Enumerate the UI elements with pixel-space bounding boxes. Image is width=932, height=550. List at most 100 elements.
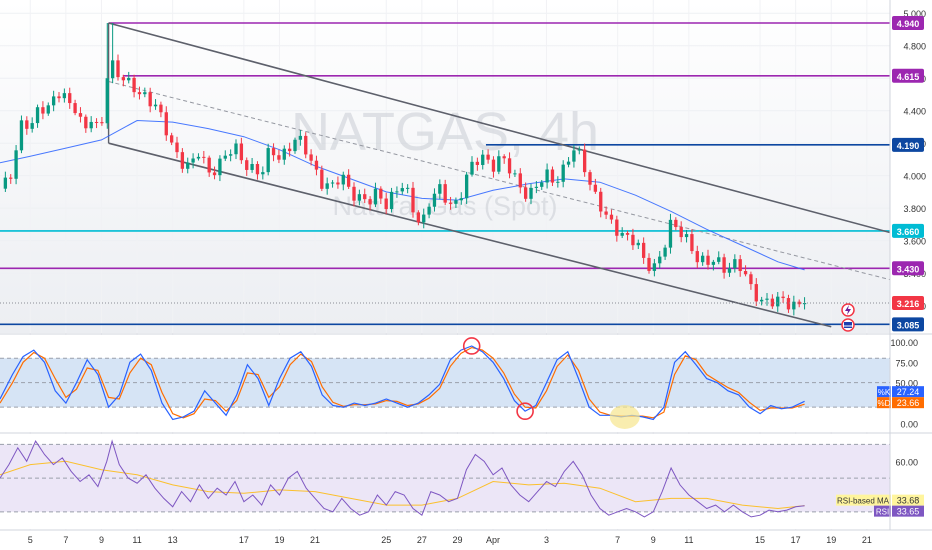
candle-body: [78, 113, 83, 117]
candle-body: [143, 92, 147, 95]
highlight-circle[interactable]: [516, 402, 534, 421]
time-tick-label: 15: [755, 535, 765, 545]
candle-body: [599, 191, 603, 212]
rsi-tick-label: 60.00: [895, 457, 918, 467]
candle-body: [486, 154, 490, 160]
rsi-value-label: 33.65: [897, 507, 920, 517]
candle-body: [507, 158, 512, 174]
time-tick-label: 13: [168, 535, 178, 545]
candle-body: [759, 299, 764, 302]
horizontal-levels[interactable]: [0, 22, 890, 326]
time-tick-label: 11: [132, 535, 141, 545]
candle-body: [84, 116, 88, 129]
rsi-pane[interactable]: 60.00 RSI-based MA 33.68 RSI 33.65: [0, 434, 924, 529]
rsi-axis[interactable]: 60.00 RSI-based MA 33.68 RSI 33.65: [836, 457, 924, 517]
candle-body: [389, 191, 394, 210]
candle-body: [127, 77, 131, 81]
candle-body: [325, 183, 329, 189]
candle-body: [218, 158, 222, 176]
d-value-label: 23.66: [897, 398, 920, 408]
level-price-badge: [892, 137, 924, 152]
rsi-ma-name-badge: [836, 494, 891, 506]
candle-body: [615, 219, 619, 236]
candle-body: [121, 77, 126, 81]
time-tick-label: 19: [826, 535, 836, 545]
candle-body: [282, 148, 286, 160]
stochastic-d-line: [0, 346, 805, 419]
candle-body: [400, 188, 404, 192]
candle-body: [438, 184, 442, 194]
candle-body: [556, 181, 560, 183]
candle-body: [427, 206, 431, 215]
k-name-label: %K: [878, 388, 891, 397]
candle-body: [540, 182, 544, 187]
channel-upper-line[interactable]: [108, 22, 891, 234]
stochastic-bands: [0, 357, 890, 408]
candle-body: [110, 60, 115, 79]
candle-body: [464, 174, 469, 199]
candle-body: [202, 156, 206, 158]
candle-body: [706, 255, 710, 265]
candle-body: [379, 188, 383, 199]
candle-body: [191, 158, 195, 163]
candle-body: [459, 198, 463, 201]
candle-body: [105, 78, 109, 124]
candle-body: [411, 187, 415, 213]
price-tick-label: 3.800: [903, 204, 926, 214]
price-tags: 4.940 4.615 4.190 3.660 3.430 3.085 3.216: [0, 15, 924, 332]
stochastic-annotations[interactable]: [462, 337, 640, 429]
time-tick-label: 9: [99, 535, 104, 545]
candle-body: [717, 257, 721, 262]
price-tick-label: 5.000: [903, 9, 926, 19]
candle-body: [175, 142, 179, 153]
candle-body: [266, 148, 270, 173]
candle-body: [3, 177, 8, 189]
level-price-label: 3.430: [897, 264, 920, 274]
channel-median-line[interactable]: [108, 80, 891, 281]
candle-body: [668, 219, 673, 248]
candle-body: [695, 251, 699, 263]
time-tick-label: 17: [239, 535, 249, 545]
candle-body: [481, 154, 485, 165]
candle-body: [770, 298, 775, 307]
price-tick-label: 4.800: [903, 42, 926, 52]
time-tick-label: 7: [63, 535, 68, 545]
highlight-ellipse[interactable]: [609, 404, 640, 429]
candle-body: [776, 296, 780, 307]
candle-body: [523, 187, 528, 199]
candle-body: [277, 155, 281, 160]
channel-lower-line[interactable]: [108, 142, 832, 328]
stochastic-tick-label: 0.00: [900, 419, 918, 429]
candle-body: [73, 103, 77, 114]
stochastic-tick-label: 50.00: [895, 379, 918, 389]
price-tick-label: 3.600: [903, 237, 926, 247]
candle-body: [250, 164, 254, 170]
alert-icon[interactable]: [841, 303, 855, 317]
candle-body: [422, 214, 426, 223]
time-tick-label: 21: [862, 535, 872, 545]
highlight-circle[interactable]: [462, 337, 481, 355]
candle-body: [588, 172, 592, 185]
candle-body: [148, 92, 152, 107]
candle-body: [529, 187, 533, 199]
time-axis[interactable]: 5 7 9 11 13 17 19 21 25 27 29 Apr 3 7 9 11 15 17 19 21: [0, 529, 932, 550]
candle-body: [68, 93, 72, 104]
candle-body: [749, 274, 753, 285]
candle-body: [320, 169, 324, 189]
candle-body: [518, 173, 522, 188]
candle-body: [352, 186, 356, 201]
candle-body: [9, 177, 13, 179]
candle-body: [245, 160, 249, 170]
candle-body: [164, 112, 168, 136]
candle-body: [223, 155, 227, 159]
candle-body: [781, 296, 785, 299]
rsi-ma-line: [0, 460, 805, 510]
time-tick-label: Apr: [486, 535, 500, 545]
rsi-ma-value-label: 33.68: [897, 496, 920, 506]
candle-body: [395, 191, 399, 193]
candle-body: [314, 160, 319, 170]
candle-body: [228, 154, 233, 156]
